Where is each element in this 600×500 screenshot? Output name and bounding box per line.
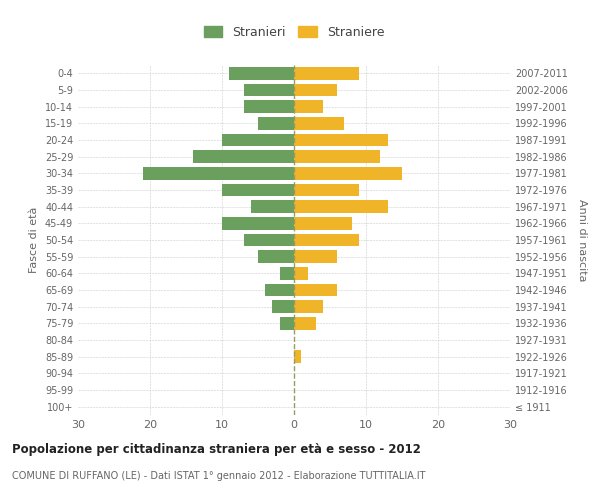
Bar: [222, 184, 294, 196]
Bar: [294, 167, 402, 179]
Bar: [294, 350, 301, 363]
Legend: Stranieri, Straniere: Stranieri, Straniere: [200, 22, 388, 42]
Bar: [294, 250, 337, 263]
Bar: [294, 267, 308, 280]
Bar: [244, 84, 294, 96]
Bar: [294, 117, 344, 130]
Bar: [294, 317, 316, 330]
Bar: [294, 217, 352, 230]
Bar: [222, 217, 294, 230]
Bar: [294, 84, 337, 96]
Bar: [272, 300, 294, 313]
Bar: [294, 134, 388, 146]
Bar: [193, 150, 294, 163]
Bar: [258, 117, 294, 130]
Bar: [222, 134, 294, 146]
Text: COMUNE DI RUFFANO (LE) - Dati ISTAT 1° gennaio 2012 - Elaborazione TUTTITALIA.IT: COMUNE DI RUFFANO (LE) - Dati ISTAT 1° g…: [12, 471, 425, 481]
Bar: [294, 284, 337, 296]
Y-axis label: Fasce di età: Fasce di età: [29, 207, 39, 273]
Bar: [280, 267, 294, 280]
Bar: [294, 67, 359, 80]
Y-axis label: Anni di nascita: Anni di nascita: [577, 198, 587, 281]
Bar: [294, 200, 388, 213]
Bar: [294, 150, 380, 163]
Text: Popolazione per cittadinanza straniera per età e sesso - 2012: Popolazione per cittadinanza straniera p…: [12, 442, 421, 456]
Bar: [294, 234, 359, 246]
Bar: [244, 234, 294, 246]
Bar: [294, 100, 323, 113]
Bar: [251, 200, 294, 213]
Bar: [244, 100, 294, 113]
Bar: [294, 184, 359, 196]
Bar: [294, 300, 323, 313]
Bar: [143, 167, 294, 179]
Bar: [258, 250, 294, 263]
Bar: [280, 317, 294, 330]
Bar: [265, 284, 294, 296]
Bar: [229, 67, 294, 80]
